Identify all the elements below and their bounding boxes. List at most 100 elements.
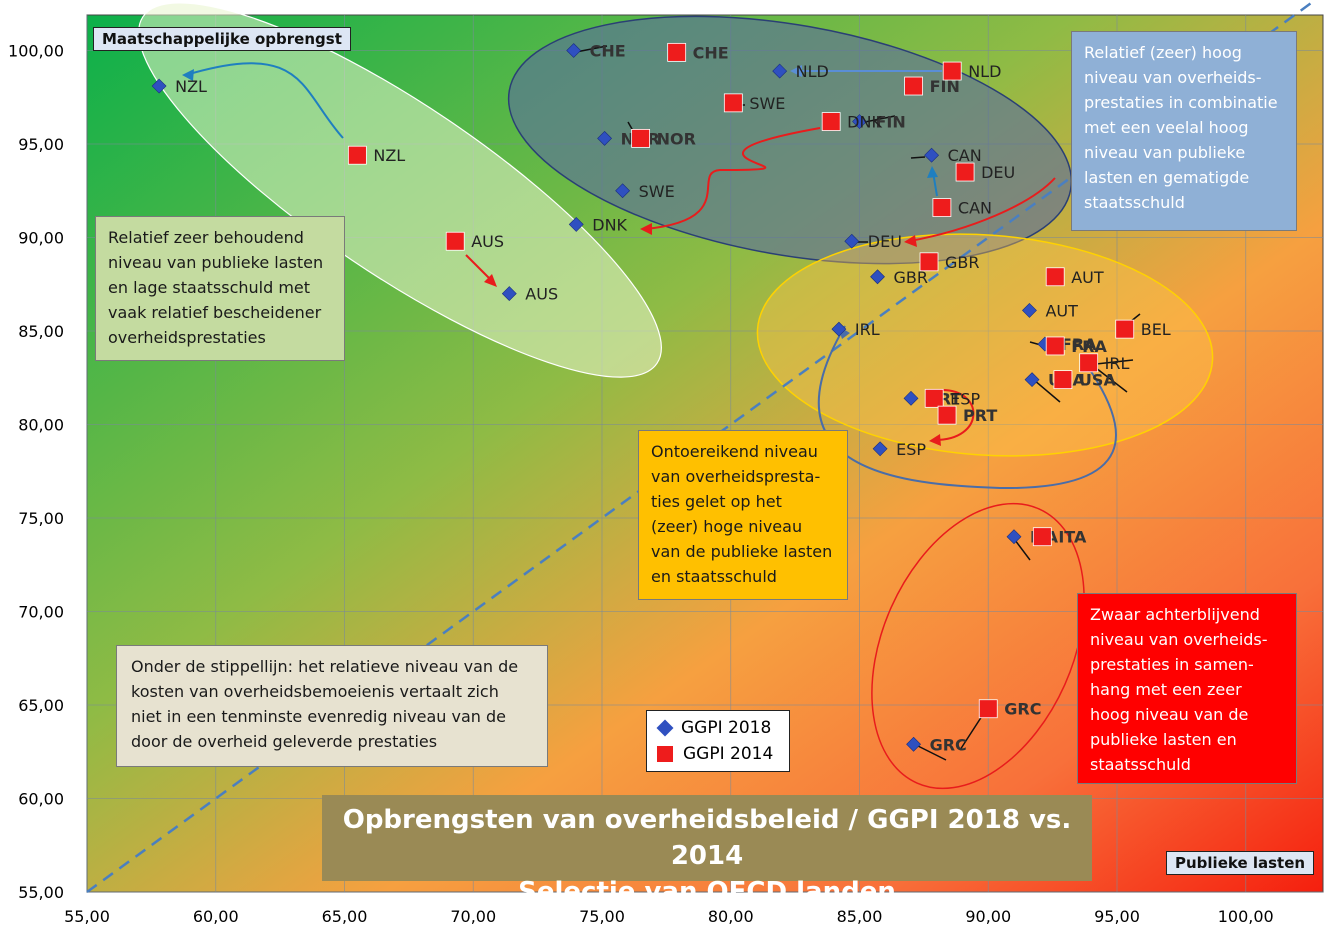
- arrow-esp: [934, 389, 975, 441]
- arrow-head-nld: [790, 65, 802, 77]
- title-line-2: Selectie van OECD landen: [518, 877, 896, 907]
- point-label-esp: ESP: [896, 440, 926, 459]
- leader-grc1: [915, 744, 947, 761]
- annotation-line: niet in een tenminste evenredig niveau v…: [131, 707, 506, 726]
- point-2014-ita: [1032, 527, 1052, 547]
- ellipse-blue: [507, 15, 1073, 265]
- point-label-che: CHE: [693, 43, 729, 62]
- point-2018-deu: [844, 233, 860, 249]
- point-2014-deu: [955, 162, 975, 182]
- point-2018-swe: [615, 183, 631, 199]
- point-2018-nzl: [151, 78, 167, 94]
- legend-label-2014: GGPI 2014: [683, 744, 774, 764]
- annotation-line: Zwaar achterblijvend: [1090, 605, 1260, 624]
- point-label-aut: AUT: [1071, 268, 1104, 287]
- x-tick-label: 85,00: [837, 907, 883, 926]
- annotation-line: prestaties in samen-: [1090, 655, 1254, 674]
- leader-ita: [1014, 539, 1031, 561]
- point-label-usa: USA: [1079, 371, 1117, 390]
- arrow-head-aus: [484, 274, 497, 287]
- annotation-line: hoog niveau van de: [1090, 705, 1249, 724]
- point-label-gbr: GBR: [894, 268, 929, 287]
- annotation-line: staatsschuld: [1090, 755, 1191, 774]
- point-label-aus: AUS: [525, 285, 558, 304]
- annotation-blue: Relatief (zeer) hoog niveau van overheid…: [1071, 31, 1297, 231]
- annotation-line: overheidsprestaties: [108, 328, 266, 347]
- annotation-line: lasten en gematigde: [1084, 168, 1250, 187]
- annotation-line: van overheidspresta-: [651, 467, 821, 486]
- chart-title: Opbrengsten van overheidsbeleid / GGPI 2…: [322, 795, 1092, 907]
- annotation-line: niveau van overheids-: [1090, 630, 1268, 649]
- point-2014-aus: [445, 231, 465, 251]
- arrow-irl: [817, 325, 1117, 490]
- point-2018-aut: [1022, 303, 1037, 318]
- point-label-deu: DEU: [981, 163, 1015, 182]
- point-label-fin: FIN: [876, 113, 906, 132]
- point-2018-can: [924, 147, 940, 163]
- point-label-irl: IRL: [855, 320, 880, 339]
- point-2018-grc: [906, 736, 921, 752]
- y-tick-label: 85,00: [18, 322, 64, 341]
- arrow-deu: [909, 177, 1056, 242]
- annotation-diagonal-note: Onder de stippellijn: het relatieve nive…: [116, 645, 548, 767]
- point-label-che: CHE: [590, 42, 626, 61]
- arrow-head-can: [927, 166, 938, 178]
- point-label-aus: AUS: [471, 232, 504, 251]
- x-tick-label: 75,00: [579, 907, 625, 926]
- point-2018-dnk: [568, 216, 584, 232]
- annotation-line: hang met een zeer: [1090, 680, 1242, 699]
- y-tick-label: 100,00: [8, 42, 64, 61]
- point-2014-prt: [937, 405, 957, 425]
- region-ellipses: [138, 2, 1214, 790]
- leader-irl: [1095, 367, 1128, 393]
- square-icon: [657, 746, 673, 762]
- ellipse-yellow: [756, 233, 1214, 457]
- point-2018-fin: [852, 114, 867, 129]
- point-label-nld: NLD: [968, 62, 1001, 81]
- y-tick-label: 75,00: [18, 509, 64, 528]
- point-label-nor: NOR: [657, 129, 696, 148]
- y-tick-label: 80,00: [18, 416, 64, 435]
- annotation-line: publieke lasten en: [1090, 730, 1237, 749]
- point-2018-prt: [903, 390, 919, 406]
- diamond-icon: [656, 719, 674, 737]
- point-2014-swe: [723, 93, 743, 113]
- arrow-head-dnk: [640, 223, 652, 235]
- annotation-line: door de overheid geleverde prestaties: [131, 732, 438, 751]
- annotation-line: Relatief (zeer) hoog: [1084, 43, 1242, 62]
- leader-usa: [1033, 379, 1061, 403]
- point-2014-usa: [1053, 370, 1073, 390]
- point-2018-ita: [1006, 529, 1022, 545]
- movement-arrows: [182, 45, 1141, 761]
- y-tick-label: 70,00: [18, 603, 64, 622]
- x-tick-label: 95,00: [1094, 907, 1140, 926]
- point-2014-can: [932, 198, 952, 217]
- point-label-swe: SWE: [639, 182, 675, 201]
- arrow-head-esp: [929, 434, 941, 446]
- point-label-can: CAN: [948, 146, 982, 165]
- point-label-swe: SWE: [749, 94, 785, 113]
- point-label-fra: FRA: [1061, 335, 1097, 354]
- ellipse-green: [138, 2, 662, 378]
- point-2018-usa: [1024, 372, 1040, 388]
- annotation-line: niveau van publieke: [1084, 143, 1246, 162]
- point-label-deu: DEU: [868, 232, 902, 251]
- annotation-red: Zwaar achterblijvend niveau van overheid…: [1077, 593, 1297, 784]
- point-label-fin: FIN: [930, 77, 960, 96]
- annotation-line: staatsschuld: [1084, 193, 1185, 212]
- annotation-line: niveau van overheids-: [1084, 68, 1262, 87]
- point-label-ita: ITA: [1058, 528, 1087, 547]
- leader-grc2: [959, 715, 983, 751]
- x-tick-label: 60,00: [193, 907, 239, 926]
- data-points: NZLCHENLDNORFINCANSWEDNKDEUAUSGBRAUTIRLF…: [151, 42, 1171, 754]
- point-2014-nzl: [347, 145, 367, 165]
- point-label-can: CAN: [958, 199, 992, 218]
- point-label-esp: ESP: [950, 389, 980, 408]
- point-2018-irl: [831, 321, 847, 337]
- annotation-line: Onder de stippellijn: het relatieve nive…: [131, 657, 519, 676]
- point-label-nzl: NZL: [373, 146, 405, 165]
- x-tick-label: 55,00: [64, 907, 110, 926]
- point-2014-esp: [924, 388, 944, 408]
- y-tick-label: 90,00: [18, 229, 64, 248]
- point-2018-gbr: [870, 269, 885, 285]
